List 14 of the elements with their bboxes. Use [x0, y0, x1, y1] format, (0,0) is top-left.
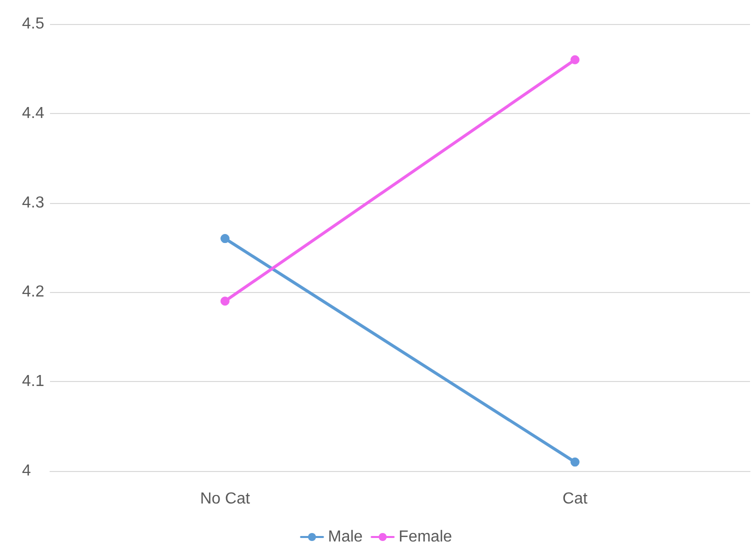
x-tick-label: Cat	[562, 490, 588, 508]
y-tick-label: 4	[22, 462, 31, 480]
point	[570, 458, 580, 467]
point	[220, 296, 230, 306]
x-tick-label: No Cat	[200, 490, 250, 508]
point	[570, 55, 580, 64]
y-tick-label: 4.2	[22, 284, 44, 301]
y-tick-label: 4.4	[22, 104, 44, 122]
point	[220, 234, 230, 244]
legend-label: Female	[398, 528, 452, 546]
legend-label: Male	[328, 528, 363, 546]
y-tick-label: 4.5	[22, 16, 44, 32]
y-tick-label: 4.1	[22, 373, 44, 390]
y-tick-label: 4.3	[22, 194, 44, 212]
